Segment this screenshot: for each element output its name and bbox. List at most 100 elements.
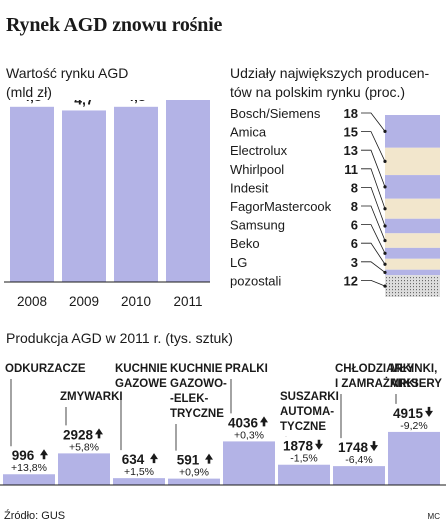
leader-line	[361, 112, 386, 132]
leader-line	[361, 279, 386, 287]
share-dot	[398, 277, 399, 279]
share-dot	[437, 277, 438, 279]
share-dot	[407, 295, 408, 297]
share-dot	[395, 289, 396, 291]
shares-title-line: tów na polskim rynku (proc.)	[230, 84, 406, 100]
production-value: 4036	[228, 415, 259, 430]
market-value-label: 4,8	[22, 100, 42, 104]
share-dot	[413, 292, 414, 294]
market-value-bar	[166, 100, 210, 282]
producer-name: Electrolux	[230, 143, 288, 158]
share-dot	[389, 286, 390, 288]
credit: MC	[427, 512, 440, 521]
share-segment	[385, 275, 440, 297]
share-dot	[419, 277, 420, 279]
producer-name: Indesit	[230, 180, 269, 195]
share-dot	[419, 292, 420, 294]
share-dot	[407, 286, 408, 288]
share-dot	[437, 295, 438, 297]
production-category: ODKURZACZE	[5, 362, 86, 377]
producer-share: 13	[344, 143, 358, 158]
production-category: MŁYNKI, MIKSERY	[390, 362, 442, 392]
share-dot	[407, 292, 408, 294]
production-value: 591	[177, 453, 200, 468]
share-dot	[410, 289, 411, 291]
share-dot	[395, 280, 396, 282]
production-bar	[58, 453, 110, 485]
production-category-line: -ELEK-	[170, 393, 209, 405]
shares-chart: Bosch/Siemens 18 Amica 15 Electrolux 13 Whirlp…	[230, 106, 440, 297]
production-bar	[278, 464, 330, 485]
production-bar	[223, 441, 275, 485]
share-dot	[404, 292, 405, 294]
production-category-line: AUTOMA-	[280, 406, 335, 418]
production-title: Produkcja AGD w 2011 r. (tys. sztuk)	[6, 330, 233, 346]
share-segment	[385, 198, 440, 219]
share-dot	[404, 286, 405, 288]
production-category-line: KUCHNIE	[115, 363, 168, 375]
up-arrow-icon	[260, 416, 268, 427]
producer-share: 15	[344, 125, 358, 140]
producer-share: 6	[351, 236, 358, 251]
share-dot	[392, 283, 393, 285]
production-change: -9,2%	[400, 420, 427, 432]
producer-share: 6	[351, 218, 358, 233]
production-bar	[333, 466, 385, 485]
share-dot	[428, 277, 429, 279]
producer-name: Samsung	[230, 218, 285, 233]
production-category: KUCHNIE GAZOWE	[115, 362, 167, 392]
producer-share: 8	[351, 180, 358, 195]
market-value-title-line: Wartość rynku AGD	[6, 65, 129, 81]
share-dot	[416, 277, 417, 279]
leader-dot	[383, 262, 387, 266]
share-dot	[425, 286, 426, 288]
share-dot	[395, 277, 396, 279]
share-dot	[392, 292, 393, 294]
leader-dot	[383, 185, 387, 189]
share-dot	[431, 289, 432, 291]
share-dot	[425, 292, 426, 294]
share-dot	[437, 286, 438, 288]
leader-dot	[383, 224, 387, 228]
share-dot	[422, 295, 423, 297]
down-arrow-icon	[315, 439, 323, 450]
share-dot	[425, 277, 426, 279]
share-dot	[434, 295, 435, 297]
share-dot	[401, 292, 402, 294]
share-dot	[389, 277, 390, 279]
share-dot	[389, 280, 390, 282]
production-category-line: GAZOWO-	[170, 378, 227, 390]
leader-line	[361, 168, 386, 209]
shares-title: Udziały największych producen- tów na po…	[230, 64, 429, 102]
production-value: 1748	[338, 440, 369, 455]
share-dot	[410, 286, 411, 288]
production-category-line: SUSZARKI	[280, 391, 339, 403]
share-dot	[422, 277, 423, 279]
share-dot	[434, 292, 435, 294]
share-dot	[413, 277, 414, 279]
production-category-line: KUCHNIE	[170, 363, 223, 375]
production-category-line: MŁYNKI,	[390, 363, 438, 375]
production-category: CHŁODZIARKI I ZAMRAŻARKI	[335, 362, 418, 392]
production-category: SUSZARKI AUTOMA- TYCZNE	[280, 390, 339, 435]
share-dot	[416, 283, 417, 285]
share-dot	[428, 286, 429, 288]
production-value: 1878	[283, 439, 314, 454]
share-dot	[398, 289, 399, 291]
share-dot	[413, 280, 414, 282]
share-dot	[416, 295, 417, 297]
share-dot	[407, 280, 408, 282]
up-arrow-icon	[95, 428, 103, 439]
down-arrow-icon	[425, 406, 433, 417]
production-chart: 996+13,8% 2928+5,8% 634+1,5% 591+0,9% 4036+0…	[0, 379, 446, 486]
leader-line	[361, 224, 386, 254]
production-bar	[168, 478, 220, 485]
share-dot	[431, 283, 432, 285]
production-value: 996	[12, 448, 35, 463]
share-dot	[422, 292, 423, 294]
share-dot	[401, 295, 402, 297]
share-dot	[395, 283, 396, 285]
share-dot	[431, 280, 432, 282]
share-dot	[434, 286, 435, 288]
shares-title-line: Udziały największych producen-	[230, 65, 430, 81]
